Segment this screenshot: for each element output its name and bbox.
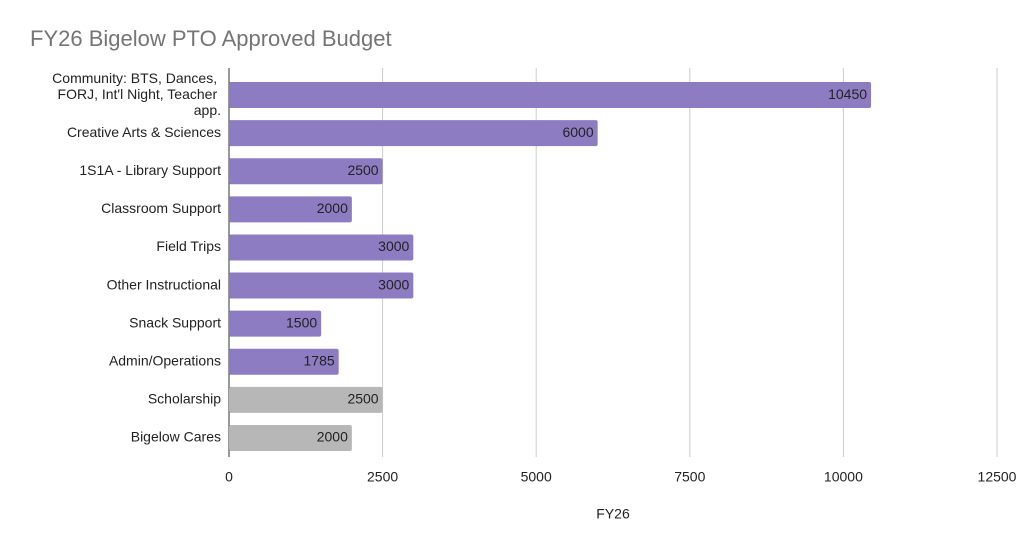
bar — [229, 120, 598, 147]
x-tick-label: 7500 — [674, 469, 705, 485]
value-label: 1785 — [304, 352, 335, 368]
y-tick-label: Community: BTS, Dances, FORJ, Int'l Nigh… — [52, 70, 221, 118]
y-tick-label: Snack Support — [129, 314, 221, 330]
y-tick-label: Scholarship — [148, 391, 221, 407]
value-label: 10450 — [828, 86, 867, 102]
x-tick-label: 2500 — [367, 469, 398, 485]
value-label: 3000 — [378, 276, 409, 292]
x-tick-label: 10000 — [824, 469, 863, 485]
y-tick-label: Creative Arts & Sciences — [67, 124, 221, 140]
y-tick-label: Classroom Support — [101, 200, 221, 216]
value-label: 2500 — [347, 162, 378, 178]
bar — [229, 196, 352, 223]
x-tick-label: 5000 — [521, 469, 552, 485]
bar — [229, 348, 339, 375]
bar — [229, 272, 414, 299]
bar — [229, 158, 383, 185]
x-tick-label: 0 — [225, 469, 233, 485]
chart-title: FY26 Bigelow PTO Approved Budget — [30, 26, 392, 51]
x-tick-label: 12500 — [978, 469, 1017, 485]
value-label: 2000 — [317, 200, 348, 216]
y-tick-label: Other Instructional — [107, 276, 221, 292]
value-label: 6000 — [562, 124, 593, 140]
value-label: 1500 — [286, 314, 317, 330]
bar — [229, 82, 872, 109]
bar — [229, 310, 322, 337]
value-label: 2500 — [347, 391, 378, 407]
bar — [229, 234, 414, 261]
value-label: 3000 — [378, 238, 409, 254]
x-axis-title: FY26 — [596, 506, 630, 522]
y-tick-label: 1S1A - Library Support — [79, 162, 221, 178]
value-label: 2000 — [317, 429, 348, 445]
y-tick-label: Bigelow Cares — [131, 429, 221, 445]
y-tick-label: Field Trips — [156, 238, 221, 254]
bar — [229, 424, 352, 451]
bar — [229, 386, 383, 413]
y-tick-label: Admin/Operations — [109, 352, 221, 368]
